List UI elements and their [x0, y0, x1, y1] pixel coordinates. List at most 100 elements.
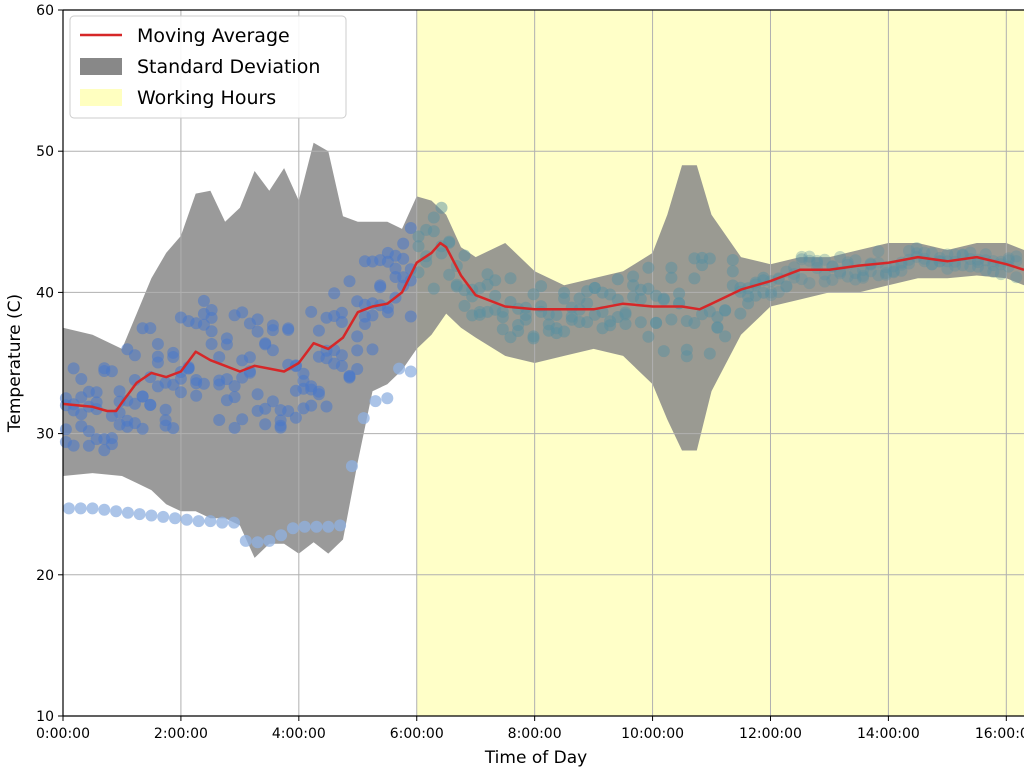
scatter-point [228, 516, 240, 529]
scatter-point [818, 275, 831, 288]
scatter-point [144, 322, 157, 335]
scatter-point [381, 306, 394, 319]
scatter-point [619, 318, 632, 330]
scatter-point [351, 330, 364, 343]
scatter-point [872, 269, 885, 282]
scatter-point [611, 273, 624, 286]
scatter-point [62, 502, 75, 515]
scatter-point [151, 338, 164, 350]
scatter-point [642, 330, 655, 343]
scatter-point [236, 413, 249, 426]
scatter-point [216, 516, 229, 529]
scatter-point [190, 389, 203, 402]
legend-label-working-hours: Working Hours [137, 87, 276, 109]
scatter-point [895, 264, 908, 277]
scatter-point [941, 262, 954, 275]
scatter-point [213, 414, 226, 426]
scatter-point [558, 325, 571, 338]
scatter-point [220, 373, 233, 386]
scatter-point [82, 425, 95, 438]
scatter-point [105, 365, 118, 378]
scatter-point [765, 289, 778, 301]
scatter-point [496, 323, 509, 336]
scatter-point [239, 534, 252, 547]
scatter-point [841, 256, 854, 269]
scatter-point [726, 265, 739, 278]
scatter-point [335, 306, 348, 319]
scatter-point [818, 253, 831, 266]
scatter-point [369, 395, 382, 408]
scatter-point [780, 280, 793, 293]
scatter-point [136, 390, 149, 403]
scatter-point [251, 536, 264, 549]
y-tick-label: 60 [36, 3, 54, 19]
scatter-point [266, 395, 279, 408]
scatter-point [642, 282, 655, 295]
scatter-point [642, 261, 655, 274]
scatter-point [393, 362, 406, 375]
scatter-point [887, 266, 900, 279]
scatter-point [90, 386, 103, 399]
scatter-point [1002, 252, 1015, 265]
scatter-point [167, 351, 180, 363]
scatter-point [1010, 271, 1023, 284]
scatter-point [688, 317, 701, 329]
scatter-point [864, 265, 877, 278]
scatter-point [105, 432, 118, 445]
scatter-point [918, 246, 931, 259]
scatter-point [228, 391, 241, 404]
legend-label-moving-average: Moving Average [137, 25, 290, 47]
scatter-point [404, 310, 417, 323]
scatter-point [133, 508, 146, 521]
scatter-point [558, 286, 571, 299]
scatter-point [826, 273, 839, 286]
scatter-point [527, 330, 540, 343]
scatter-point [357, 412, 370, 425]
scatter-point [213, 351, 226, 364]
scatter-point [236, 306, 249, 319]
scatter-point [305, 305, 318, 318]
y-axis-title: Temperature (C) [5, 294, 25, 433]
scatter-point [627, 270, 640, 283]
scatter-point [263, 534, 276, 547]
scatter-point [312, 324, 325, 337]
scatter-point [757, 286, 770, 299]
scatter-point [435, 201, 448, 214]
scatter-point [634, 316, 647, 329]
scatter-point [159, 403, 172, 416]
scatter-point [335, 316, 348, 328]
scatter-point [987, 265, 1000, 278]
scatter-point [849, 267, 862, 280]
scatter-point [657, 292, 670, 305]
scatter-point [795, 250, 808, 263]
scatter-point [136, 422, 149, 435]
scatter-point [550, 308, 563, 321]
scatter-point [205, 311, 218, 324]
scatter-point [719, 330, 732, 343]
scatter-point [604, 319, 617, 332]
x-tick-label: 10:00:00 [621, 726, 684, 742]
scatter-point [343, 275, 356, 288]
scatter-point [335, 360, 348, 372]
scatter-point [381, 392, 394, 405]
scatter-point [527, 288, 540, 301]
scatter-point [780, 280, 793, 293]
scatter-point [726, 254, 739, 266]
scatter-point [688, 272, 701, 285]
scatter-point [389, 262, 402, 275]
scatter-point [251, 325, 264, 338]
scatter-point [75, 408, 88, 421]
scatter-point [650, 316, 663, 329]
scatter-point [634, 293, 647, 305]
scatter-point [1010, 250, 1023, 263]
scatter-point [964, 260, 977, 273]
scatter-point [926, 247, 938, 260]
scatter-point [443, 268, 456, 281]
x-tick-label: 16:00:00 [975, 726, 1024, 742]
scatter-point [489, 274, 502, 287]
y-tick-label: 20 [36, 568, 54, 584]
y-tick-label: 10 [36, 709, 54, 725]
scatter-point [964, 246, 977, 259]
scatter-point [289, 411, 302, 424]
